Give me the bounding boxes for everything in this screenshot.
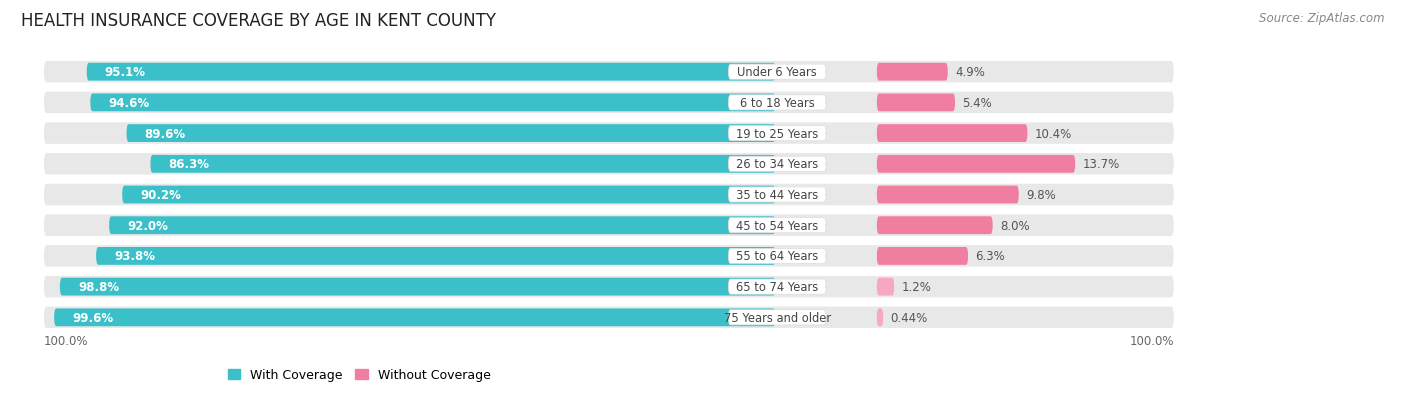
FancyBboxPatch shape (877, 94, 955, 112)
FancyBboxPatch shape (44, 62, 1174, 83)
Text: 100.0%: 100.0% (1129, 334, 1174, 347)
Text: 10.4%: 10.4% (1035, 127, 1071, 140)
FancyBboxPatch shape (127, 125, 776, 142)
FancyBboxPatch shape (877, 247, 969, 265)
FancyBboxPatch shape (728, 218, 827, 233)
FancyBboxPatch shape (44, 93, 1174, 114)
FancyBboxPatch shape (728, 95, 827, 111)
FancyBboxPatch shape (728, 126, 827, 141)
Text: 55 to 64 Years: 55 to 64 Years (737, 250, 818, 263)
Text: 100.0%: 100.0% (44, 334, 89, 347)
Text: 26 to 34 Years: 26 to 34 Years (737, 158, 818, 171)
FancyBboxPatch shape (877, 217, 993, 235)
FancyBboxPatch shape (728, 157, 827, 172)
FancyBboxPatch shape (87, 64, 776, 81)
FancyBboxPatch shape (44, 246, 1174, 267)
Text: 9.8%: 9.8% (1026, 189, 1056, 202)
Text: 35 to 44 Years: 35 to 44 Years (737, 189, 818, 202)
FancyBboxPatch shape (877, 309, 883, 326)
Text: 45 to 54 Years: 45 to 54 Years (737, 219, 818, 232)
FancyBboxPatch shape (44, 215, 1174, 236)
Text: 13.7%: 13.7% (1083, 158, 1119, 171)
FancyBboxPatch shape (877, 64, 948, 81)
FancyBboxPatch shape (877, 278, 894, 296)
Text: 90.2%: 90.2% (141, 189, 181, 202)
Text: 93.8%: 93.8% (114, 250, 155, 263)
Text: 5.4%: 5.4% (962, 97, 993, 109)
Text: 6 to 18 Years: 6 to 18 Years (740, 97, 814, 109)
FancyBboxPatch shape (728, 310, 827, 325)
FancyBboxPatch shape (150, 156, 776, 173)
FancyBboxPatch shape (877, 186, 1019, 204)
FancyBboxPatch shape (90, 94, 776, 112)
Text: 6.3%: 6.3% (976, 250, 1005, 263)
FancyBboxPatch shape (877, 125, 1028, 142)
Text: 95.1%: 95.1% (105, 66, 146, 79)
FancyBboxPatch shape (44, 276, 1174, 298)
FancyBboxPatch shape (728, 188, 827, 203)
Text: 92.0%: 92.0% (128, 219, 169, 232)
Text: 19 to 25 Years: 19 to 25 Years (737, 127, 818, 140)
Text: HEALTH INSURANCE COVERAGE BY AGE IN KENT COUNTY: HEALTH INSURANCE COVERAGE BY AGE IN KENT… (21, 12, 496, 30)
Text: 0.44%: 0.44% (890, 311, 928, 324)
FancyBboxPatch shape (44, 154, 1174, 175)
Text: Under 6 Years: Under 6 Years (737, 66, 817, 79)
Text: 1.2%: 1.2% (901, 280, 931, 293)
FancyBboxPatch shape (44, 307, 1174, 328)
Text: 98.8%: 98.8% (77, 280, 120, 293)
Text: 86.3%: 86.3% (169, 158, 209, 171)
Text: 75 Years and older: 75 Years and older (724, 311, 831, 324)
FancyBboxPatch shape (728, 65, 827, 80)
FancyBboxPatch shape (110, 217, 776, 235)
Text: 99.6%: 99.6% (72, 311, 114, 324)
Legend: With Coverage, Without Coverage: With Coverage, Without Coverage (222, 363, 495, 387)
FancyBboxPatch shape (96, 247, 776, 265)
FancyBboxPatch shape (728, 249, 827, 264)
FancyBboxPatch shape (728, 279, 827, 294)
Text: 8.0%: 8.0% (1000, 219, 1029, 232)
FancyBboxPatch shape (60, 278, 776, 296)
FancyBboxPatch shape (53, 309, 776, 326)
FancyBboxPatch shape (122, 186, 776, 204)
Text: 94.6%: 94.6% (108, 97, 149, 109)
Text: 89.6%: 89.6% (145, 127, 186, 140)
FancyBboxPatch shape (44, 184, 1174, 206)
Text: 65 to 74 Years: 65 to 74 Years (737, 280, 818, 293)
FancyBboxPatch shape (877, 156, 1076, 173)
Text: 4.9%: 4.9% (955, 66, 984, 79)
Text: Source: ZipAtlas.com: Source: ZipAtlas.com (1260, 12, 1385, 25)
FancyBboxPatch shape (44, 123, 1174, 145)
